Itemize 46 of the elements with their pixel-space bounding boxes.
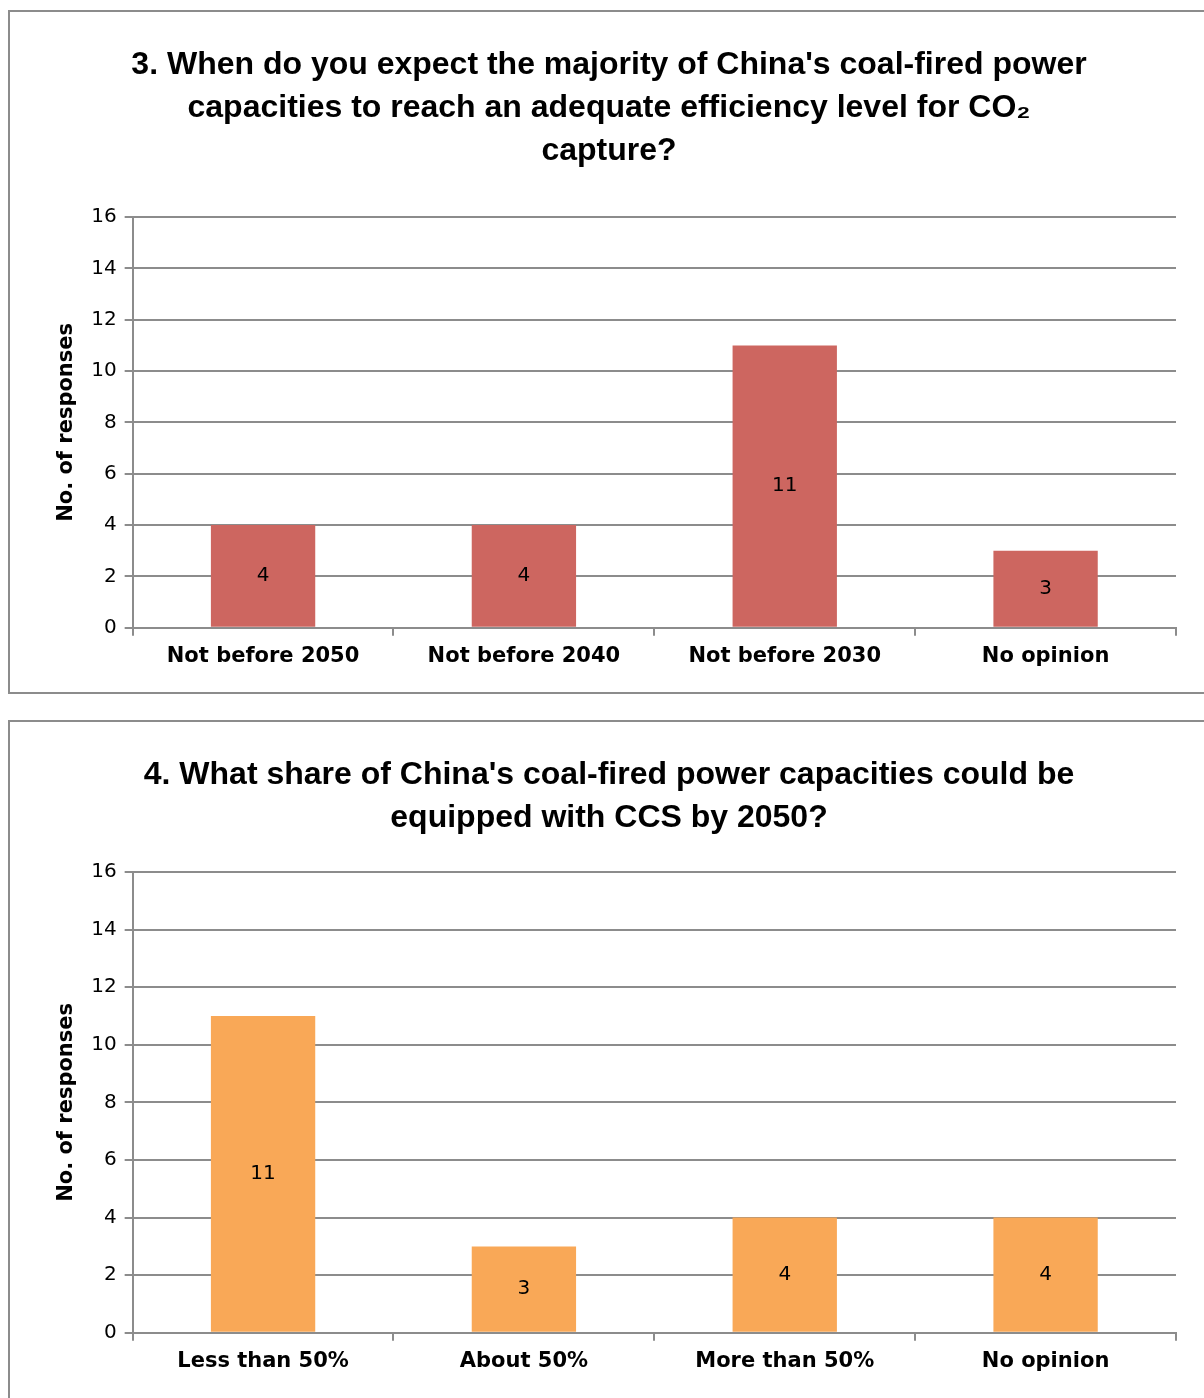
x-tick-label: No opinion xyxy=(981,642,1110,667)
bar xyxy=(471,525,577,627)
y-tick-label: 2 xyxy=(103,1261,117,1286)
y-tick-label: 6 xyxy=(103,1146,117,1171)
y-tick-label: 10 xyxy=(91,1031,117,1055)
y-tick-label: 8 xyxy=(103,408,117,433)
y-tick-label: 10 xyxy=(91,357,117,382)
data-label: 11 xyxy=(250,1160,276,1185)
x-tick-label: Not before 2040 xyxy=(427,642,621,667)
x-tick-label: Not before 2030 xyxy=(688,642,882,667)
data-label: 4 xyxy=(517,562,531,587)
y-tick-label: 4 xyxy=(103,1203,117,1228)
y-tick-label: 6 xyxy=(103,459,117,484)
y-tick-label: 0 xyxy=(103,1319,117,1343)
y-axis-title: No. of responses xyxy=(53,322,78,522)
bar xyxy=(993,550,1098,627)
y-tick-label: 8 xyxy=(103,1088,117,1113)
y-tick-label: 12 xyxy=(91,973,117,998)
y-axis-title: No. of responses xyxy=(53,1002,78,1202)
y-tick-label: 0 xyxy=(103,614,117,638)
chart-title: 3. When do you expect the majority of China's coal-fired power capacities to reach an adequate efficiency level for CO₂ capture? xyxy=(130,44,1088,169)
data-label: 4 xyxy=(256,562,270,587)
y-tick-label: 14 xyxy=(91,254,117,279)
x-tick-label: About 50% xyxy=(459,1347,589,1372)
y-tick-label: 12 xyxy=(91,305,117,330)
bar xyxy=(471,1246,577,1332)
bar xyxy=(732,345,837,627)
x-tick-label: More than 50% xyxy=(695,1347,875,1372)
data-label: 4 xyxy=(778,1260,792,1285)
y-tick-label: 16 xyxy=(91,203,117,228)
y-tick-label: 16 xyxy=(91,858,117,883)
chart-title: 4. What share of China's coal-fired power capacities could be equipped with CCS by 2050? xyxy=(142,754,1076,836)
data-label: 3 xyxy=(1039,574,1052,599)
y-tick-label: 14 xyxy=(91,915,117,940)
bar xyxy=(210,1016,316,1332)
y-tick-label: 4 xyxy=(103,511,117,536)
bar xyxy=(210,525,316,627)
x-tick-label: No opinion xyxy=(981,1347,1110,1372)
x-tick-label: Not before 2050 xyxy=(166,642,360,667)
data-label: 11 xyxy=(772,472,798,497)
data-label: 4 xyxy=(1039,1260,1052,1285)
x-tick-label: Less than 50% xyxy=(177,1347,349,1372)
data-label: 3 xyxy=(517,1275,531,1300)
y-tick-label: 2 xyxy=(103,562,117,587)
bar xyxy=(993,1217,1098,1332)
bar xyxy=(732,1217,837,1332)
